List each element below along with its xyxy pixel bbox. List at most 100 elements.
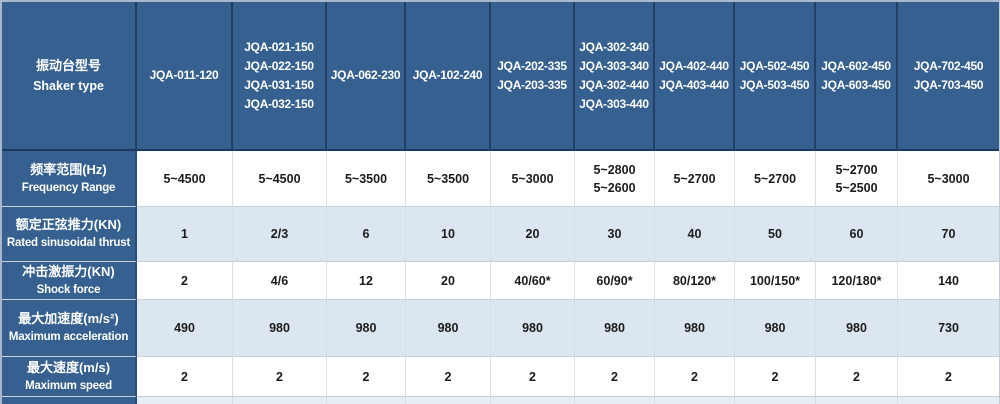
- value-cell: 10: [406, 207, 491, 262]
- model-column-header: JQA-402-440 JQA-403-440: [655, 2, 735, 151]
- model-name: JQA-203-335: [497, 77, 567, 92]
- value-line: 12: [359, 273, 373, 288]
- value-line: 140: [938, 273, 959, 288]
- value-line: 5~3500: [426, 171, 470, 186]
- value-line: 60/90*: [596, 273, 633, 288]
- value-line: 2: [945, 369, 952, 384]
- value-cell: 980: [406, 300, 491, 357]
- value-line: 1: [181, 227, 188, 241]
- value-line: 5~3500: [344, 171, 388, 186]
- partial-row-cell: [816, 397, 898, 404]
- value-line: 980: [522, 321, 543, 335]
- partial-row-cell: [655, 397, 735, 404]
- value-cell: 140: [898, 262, 999, 300]
- value-cell: 5~2800 5~2600: [575, 151, 655, 207]
- model-name: JQA-062-230: [330, 68, 401, 82]
- spec-label-cell: 额定正弦推力(KN) Rated sinusoidal thrust: [2, 207, 137, 262]
- value-line: 5~2700: [753, 171, 797, 186]
- value-line: 980: [355, 321, 377, 335]
- model-name: JQA-702-450: [913, 58, 984, 73]
- value-cell: 80/120*: [655, 262, 735, 300]
- value-line: 70: [941, 227, 956, 241]
- value-line: 980: [269, 321, 290, 335]
- value-line: 2: [529, 369, 536, 384]
- value-line: 80/120*: [672, 273, 717, 288]
- value-line: 20: [441, 273, 455, 288]
- spec-label-en: Maximum speed: [25, 379, 112, 392]
- value-cell: 490: [137, 300, 233, 357]
- value-cell: 50: [735, 207, 816, 262]
- value-line: 5~4500: [258, 171, 301, 186]
- value-line: 980: [684, 321, 705, 335]
- value-line: 2: [611, 369, 618, 384]
- model-name: JQA-302-440: [579, 77, 649, 92]
- model-name: JQA-032-150: [244, 96, 314, 111]
- value-cell: 980: [575, 300, 655, 357]
- value-cell: 100/150*: [735, 262, 816, 300]
- partial-row-cell: [406, 397, 491, 404]
- model-name: JQA-031-150: [244, 77, 314, 92]
- value-line: 40: [687, 227, 702, 241]
- value-cell: 30: [575, 207, 655, 262]
- value-cell: 5~4500: [137, 151, 233, 207]
- spec-label-cell: 最大加速度(m/s²) Maximum acceleration: [2, 300, 137, 357]
- model-name: JQA-502-450: [739, 58, 810, 73]
- value-cell: 4/6: [233, 262, 327, 300]
- spec-label-en: Frequency Range: [21, 181, 116, 194]
- spec-label-zh: 频率范围(Hz): [30, 161, 107, 177]
- shaker-type-label-zh: 振动台型号: [35, 57, 101, 73]
- model-name: JQA-022-150: [244, 58, 314, 73]
- model-name: JQA-011-120: [149, 68, 219, 82]
- value-cell: 40/60*: [491, 262, 575, 300]
- value-line: 980: [846, 321, 867, 335]
- value-cell: 5~3000: [491, 151, 575, 207]
- value-line: 2: [853, 369, 860, 384]
- partial-row-cell: [327, 397, 406, 404]
- value-line: 2: [181, 273, 188, 288]
- value-cell: 730: [898, 300, 999, 357]
- partial-row-cell: [137, 397, 233, 404]
- partial-row-cell: [735, 397, 816, 404]
- value-cell: 2: [137, 262, 233, 300]
- value-line: 2: [691, 369, 698, 384]
- value-line: 2: [444, 369, 452, 384]
- value-cell: 2: [137, 357, 233, 397]
- model-name: JQA-602-450: [821, 58, 891, 73]
- value-cell: 2: [233, 357, 327, 397]
- value-line: 6: [362, 227, 370, 241]
- value-line: 20: [525, 227, 540, 241]
- value-line: 5~2700: [835, 162, 878, 177]
- value-line: 2: [276, 369, 283, 384]
- partial-row-cell: [233, 397, 327, 404]
- value-cell: 980: [491, 300, 575, 357]
- partial-row-cell: [898, 397, 999, 404]
- value-cell: 2: [327, 357, 406, 397]
- partial-row-label-cell: [2, 397, 137, 404]
- value-line: 2: [181, 369, 188, 384]
- value-cell: 980: [327, 300, 406, 357]
- model-name: JQA-102-240: [412, 68, 483, 82]
- value-cell: 2: [575, 357, 655, 397]
- model-column-header: JQA-102-240: [406, 2, 491, 151]
- model-column-header: JQA-302-340 JQA-303-340 JQA-302-440 JQA-303…: [575, 2, 655, 151]
- value-cell: 6: [327, 207, 406, 262]
- model-name: JQA-202-335: [497, 58, 567, 73]
- value-line: 490: [174, 321, 195, 335]
- value-cell: 5~3000: [898, 151, 999, 207]
- shaker-type-label-en: Shaker type: [33, 78, 104, 93]
- value-cell: 980: [816, 300, 898, 357]
- value-line: 5~3000: [927, 171, 970, 186]
- value-cell: 20: [406, 262, 491, 300]
- value-line: 5~3000: [511, 171, 554, 186]
- value-line: 2: [362, 369, 370, 384]
- spec-label-zh: 最大速度(m/s): [26, 359, 111, 375]
- value-cell: 980: [735, 300, 816, 357]
- shaker-type-header-cell: 振动台型号 Shaker type: [2, 2, 137, 151]
- value-cell: 2: [491, 357, 575, 397]
- model-name: JQA-703-450: [913, 77, 984, 92]
- value-cell: 2: [816, 357, 898, 397]
- value-cell: 2: [735, 357, 816, 397]
- model-name: JQA-303-340: [579, 58, 649, 73]
- value-cell: 40: [655, 207, 735, 262]
